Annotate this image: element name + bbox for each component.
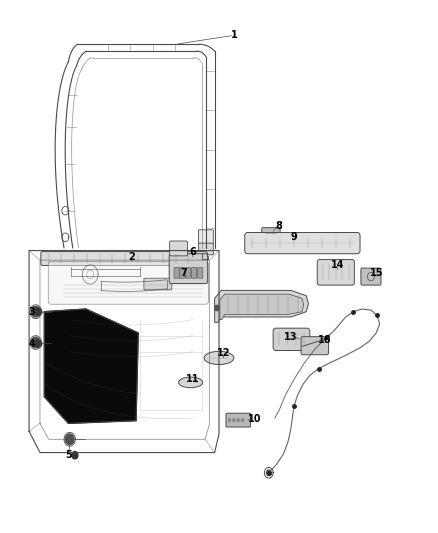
FancyBboxPatch shape — [185, 268, 191, 278]
Text: 11: 11 — [186, 374, 200, 384]
Text: 7: 7 — [181, 269, 187, 278]
Polygon shape — [31, 337, 40, 348]
Ellipse shape — [179, 377, 203, 387]
FancyBboxPatch shape — [198, 243, 213, 255]
Text: 13: 13 — [284, 332, 298, 342]
Text: 8: 8 — [276, 221, 282, 231]
FancyBboxPatch shape — [169, 254, 208, 284]
Text: 4: 4 — [29, 338, 35, 349]
Polygon shape — [220, 294, 304, 320]
Text: 16: 16 — [318, 335, 332, 345]
FancyBboxPatch shape — [301, 337, 328, 355]
FancyBboxPatch shape — [191, 268, 197, 278]
FancyBboxPatch shape — [41, 252, 207, 265]
Text: 10: 10 — [248, 414, 261, 424]
Circle shape — [232, 418, 236, 422]
FancyBboxPatch shape — [48, 262, 208, 304]
FancyBboxPatch shape — [245, 232, 360, 254]
Polygon shape — [31, 306, 40, 317]
Text: 12: 12 — [217, 348, 230, 358]
FancyBboxPatch shape — [198, 268, 203, 278]
FancyBboxPatch shape — [273, 328, 310, 351]
Polygon shape — [44, 309, 138, 423]
FancyBboxPatch shape — [317, 260, 354, 285]
Polygon shape — [35, 340, 42, 348]
Text: 9: 9 — [291, 232, 297, 243]
Ellipse shape — [204, 351, 234, 365]
Polygon shape — [267, 470, 271, 475]
Polygon shape — [215, 290, 308, 322]
Circle shape — [241, 418, 244, 422]
FancyBboxPatch shape — [179, 268, 184, 278]
Text: 3: 3 — [29, 306, 35, 317]
Polygon shape — [65, 434, 74, 445]
FancyBboxPatch shape — [262, 228, 280, 238]
Text: 1: 1 — [231, 30, 238, 41]
Text: 6: 6 — [189, 247, 196, 257]
Circle shape — [228, 418, 231, 422]
FancyBboxPatch shape — [361, 268, 381, 285]
Polygon shape — [215, 305, 219, 311]
Text: 2: 2 — [128, 252, 135, 262]
Polygon shape — [35, 308, 42, 316]
Text: 15: 15 — [370, 269, 384, 278]
FancyBboxPatch shape — [198, 230, 213, 244]
Text: 14: 14 — [331, 261, 345, 270]
Polygon shape — [72, 451, 78, 459]
Text: 5: 5 — [65, 450, 72, 460]
FancyBboxPatch shape — [170, 241, 187, 256]
FancyBboxPatch shape — [174, 268, 179, 278]
FancyBboxPatch shape — [226, 413, 251, 427]
Circle shape — [237, 418, 240, 422]
FancyBboxPatch shape — [144, 278, 172, 290]
